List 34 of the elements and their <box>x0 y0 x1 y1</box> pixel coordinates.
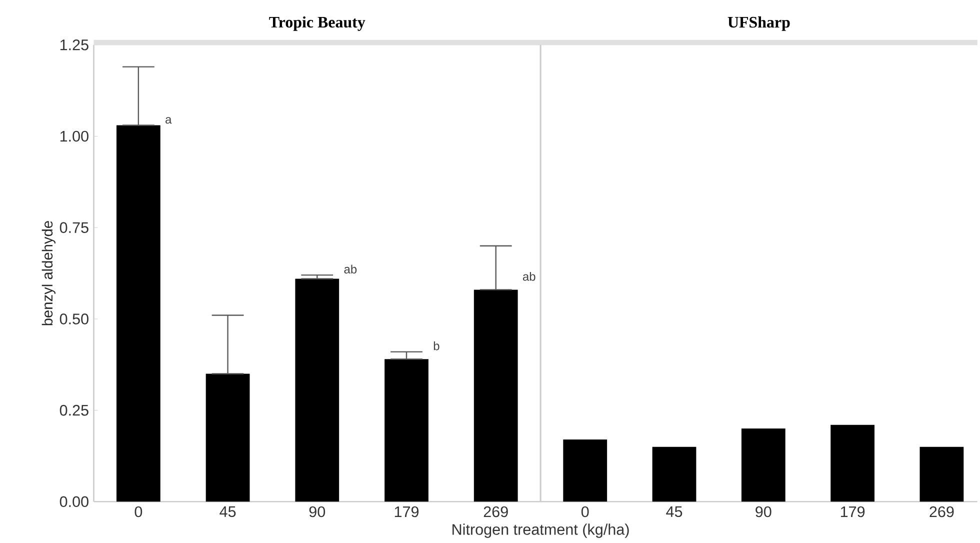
bar <box>295 278 340 502</box>
x-tick-label: 269 <box>930 506 954 518</box>
bar <box>920 447 964 502</box>
y-axis-title: benzyl aldehyde <box>42 221 56 326</box>
x-tick-label: 0 <box>581 506 589 518</box>
x-tick-label: 179 <box>394 506 419 518</box>
bar <box>474 290 518 502</box>
annotation: ab <box>344 264 357 274</box>
bar <box>652 447 696 502</box>
chart-title: UFSharp <box>728 16 790 32</box>
bar <box>116 126 160 502</box>
x-tick-label: 90 <box>309 506 326 518</box>
x-tick-label: 179 <box>840 506 865 518</box>
bar <box>830 425 874 502</box>
bar <box>206 374 250 502</box>
y-tick-label: 0.75 <box>60 222 88 234</box>
y-tick-label: 0.00 <box>60 496 88 508</box>
annotation: b <box>434 342 440 350</box>
x-tick-label: 45 <box>666 506 682 518</box>
x-tick-label: 0 <box>134 506 142 518</box>
bar <box>741 428 786 502</box>
x-tick-label: 90 <box>756 506 772 518</box>
x-tick-label: 269 <box>484 506 508 518</box>
y-tick-label: 1.25 <box>60 40 88 51</box>
chart-title: Tropic Beauty <box>269 16 366 32</box>
x-axis-title: Nitrogen treatment (kg/ha) <box>452 524 629 538</box>
y-tick-label: 0.50 <box>60 314 88 325</box>
y-tick-label: 1.00 <box>60 131 88 142</box>
annotation: ab <box>522 272 536 282</box>
y-tick-label: 0.25 <box>60 405 88 416</box>
bar <box>563 440 608 502</box>
bar <box>384 359 428 502</box>
annotation: a <box>166 117 172 124</box>
x-tick-label: 45 <box>220 506 236 518</box>
